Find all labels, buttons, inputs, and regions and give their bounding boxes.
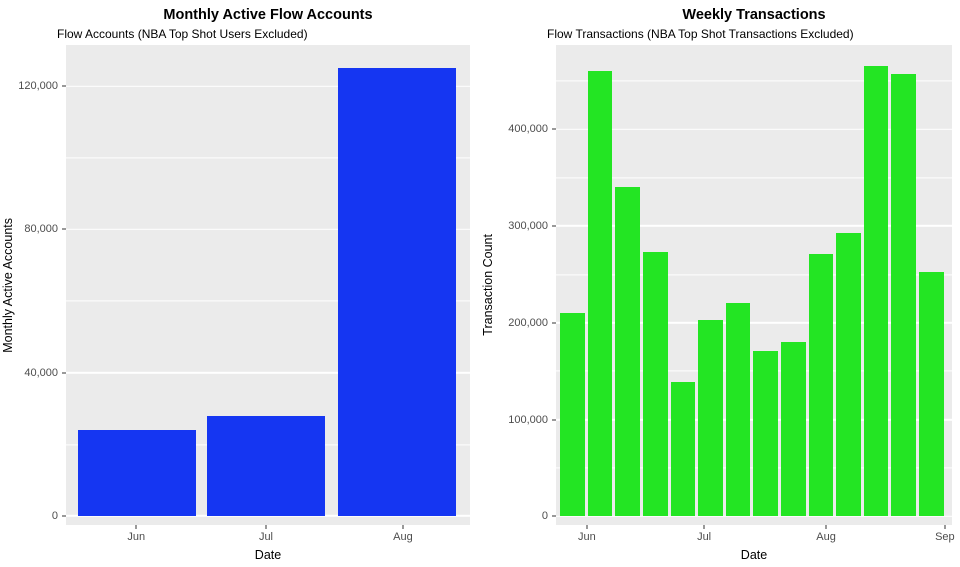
x-tick-label: Jun — [127, 531, 146, 543]
plot-area: Transaction Count 0 100,000 200,000 300,000… — [480, 45, 960, 563]
x-tick-label: Aug — [816, 531, 836, 543]
bar — [670, 381, 696, 517]
x-tick-label: Jun — [578, 531, 596, 543]
bar — [643, 252, 668, 517]
chart-subtitle: Flow Accounts (NBA Top Shot Users Exclud… — [57, 27, 308, 41]
chart-weekly-transactions: Weekly Transactions Flow Transactions (N… — [480, 0, 960, 567]
y-tick-mark — [552, 419, 556, 421]
x-tick-label: Sep — [935, 531, 955, 543]
chart-subtitle: Flow Transactions (NBA Top Shot Transact… — [547, 27, 854, 41]
y-tick-mark — [552, 322, 556, 324]
y-tick-label: 400,000 — [508, 123, 548, 136]
y-axis-title: Transaction Count — [480, 45, 496, 525]
y-tick-mark — [552, 225, 556, 227]
gridline-major — [556, 128, 952, 130]
y-tick-label: 0 — [51, 510, 58, 523]
x-tick-label: Aug — [393, 531, 413, 543]
gridline-minor — [66, 157, 470, 159]
bar — [206, 415, 325, 517]
x-tick-mark — [586, 525, 588, 529]
y-tick-mark — [552, 515, 556, 517]
bar — [808, 254, 834, 517]
gridline-major — [66, 371, 470, 374]
chart-title: Monthly Active Flow Accounts — [163, 7, 373, 23]
bar — [891, 74, 916, 517]
bar — [615, 187, 640, 517]
bar — [836, 232, 861, 517]
y-tick-mark — [552, 128, 556, 130]
x-tick-mark — [135, 525, 137, 529]
x-tick-mark — [265, 525, 267, 529]
bar — [725, 303, 751, 517]
x-axis-title: Date — [254, 548, 282, 562]
y-tick-label: 40,000 — [24, 366, 58, 379]
y-tick-label: 80,000 — [24, 223, 58, 236]
chart-monthly-active-flow-accounts: Monthly Active Flow Accounts Flow Accoun… — [0, 7, 480, 563]
chart-title: Weekly Transactions — [682, 7, 826, 23]
bar — [753, 350, 778, 517]
y-tick-mark — [62, 85, 66, 87]
y-tick-mark — [62, 228, 66, 230]
gridline-minor — [556, 80, 952, 82]
x-axis-ticks: Jun Jul Aug — [66, 525, 470, 546]
y-tick-label: 120,000 — [18, 80, 58, 93]
y-axis-title: Monthly Active Accounts — [0, 45, 16, 525]
y-axis-title-text: Transaction Count — [481, 234, 495, 336]
bar — [560, 313, 585, 517]
bar — [919, 272, 944, 517]
y-tick-label: 100,000 — [508, 413, 548, 426]
bar — [587, 71, 613, 517]
gridline-major — [66, 515, 470, 517]
gridline-minor — [556, 177, 952, 178]
x-axis-ticks: Jun Jul Aug Sep — [556, 525, 955, 546]
y-tick-label: 200,000 — [508, 316, 548, 329]
y-tick-label: 0 — [541, 510, 548, 523]
gridline-major — [556, 321, 952, 324]
plot-panel — [66, 45, 470, 525]
x-tick-mark — [703, 525, 705, 529]
bar — [337, 68, 456, 517]
x-axis-title: Date — [740, 548, 768, 562]
gridline-minor — [556, 273, 952, 275]
gridline-major — [66, 228, 470, 231]
bar — [78, 430, 197, 517]
y-tick-label: 300,000 — [508, 219, 548, 232]
gridline-major — [556, 225, 952, 227]
x-tick-label: Jul — [697, 531, 712, 543]
gridline-minor — [66, 300, 470, 302]
gridline-major — [556, 515, 952, 518]
gridline-major — [66, 85, 470, 87]
x-tick-label: Jul — [258, 531, 273, 543]
bar — [698, 319, 723, 517]
y-axis-title-text: Monthly Active Accounts — [1, 217, 15, 353]
y-tick-mark — [62, 372, 66, 374]
x-tick-mark — [944, 525, 946, 529]
bar — [863, 66, 889, 517]
y-tick-mark — [62, 515, 66, 517]
x-tick-mark — [402, 525, 404, 529]
plot-panel — [556, 45, 952, 525]
y-axis-ticks: 0 40,000 80,000 120,000 — [16, 45, 66, 525]
y-axis-ticks: 0 100,000 200,000 300,000 400,000 — [496, 45, 556, 525]
x-tick-mark — [825, 525, 827, 529]
plot-area: Monthly Active Accounts 0 40,000 80,000 120… — [0, 45, 480, 563]
bar — [781, 342, 806, 517]
